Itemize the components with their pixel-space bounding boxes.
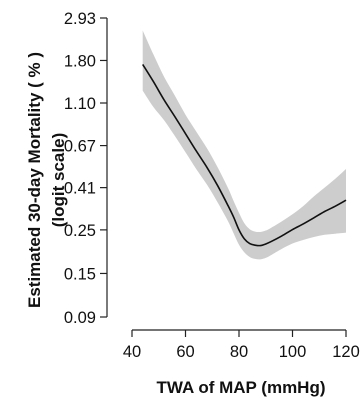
y-tick-label: 1.10 (64, 95, 96, 113)
axes-layer (100, 17, 347, 337)
y-tick-label: 1.80 (64, 52, 96, 70)
y-axis-subtitle: (logit scale) (49, 133, 68, 227)
y-tick-label: 0.15 (64, 265, 96, 283)
confidence-band-layer (142, 30, 346, 260)
y-tick-label: 0.67 (64, 138, 96, 156)
confidence-band (142, 30, 346, 260)
x-tick-label: 40 (123, 343, 141, 361)
estimate-line (142, 63, 347, 247)
y-tick-label: 2.93 (64, 10, 96, 28)
y-tick-label: 0.09 (64, 309, 96, 327)
x-tick-label: 80 (230, 343, 248, 361)
x-tick-label: 100 (279, 343, 307, 361)
y-axis-title: Estimated 30-day Mortality ( % ) (25, 52, 44, 308)
tick-labels-layer: 0.09 0.15 0.25 0.41 0.67 1.10 1.80 2.93 40 60 80 10… (64, 10, 360, 361)
estimate-line-layer (142, 63, 347, 247)
y-tick-label: 0.25 (64, 222, 96, 240)
y-tick-label: 0.41 (64, 180, 96, 198)
x-axis-title: TWA of MAP (mmHg) (156, 378, 325, 397)
x-tick-label: 120 (332, 343, 360, 361)
x-tick-label: 60 (176, 343, 194, 361)
